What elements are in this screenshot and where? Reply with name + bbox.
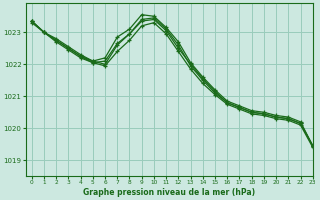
X-axis label: Graphe pression niveau de la mer (hPa): Graphe pression niveau de la mer (hPa)	[83, 188, 255, 197]
